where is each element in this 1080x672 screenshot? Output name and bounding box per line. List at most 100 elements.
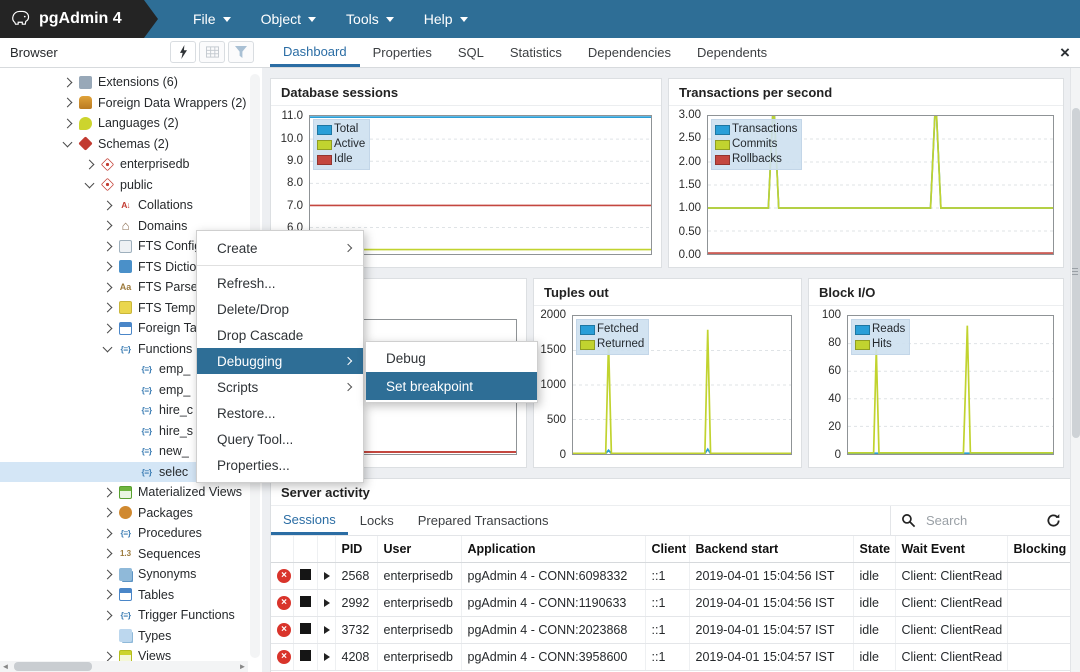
tree-item[interactable]: new_	[0, 441, 262, 462]
close-icon[interactable]: ×	[1060, 42, 1070, 62]
tree-item[interactable]: hire_s	[0, 421, 262, 442]
tree-item[interactable]: Packages	[0, 503, 262, 524]
context-menu-item[interactable]: Refresh...	[197, 270, 363, 296]
chevron-right-icon[interactable]	[102, 589, 113, 600]
chevron-right-icon[interactable]	[102, 569, 113, 580]
chevron-right-icon[interactable]	[102, 651, 113, 662]
tree-item[interactable]: hire_c	[0, 400, 262, 421]
chevron-right-icon[interactable]	[84, 159, 95, 170]
tree-item[interactable]: Schemas (2)	[0, 134, 262, 155]
menu-item-label: Debug	[386, 350, 426, 366]
menu-file[interactable]: File	[178, 0, 246, 38]
chevron-right-icon[interactable]	[102, 282, 113, 293]
chevron-right-icon[interactable]	[102, 261, 113, 272]
cell-client: ::1	[645, 616, 690, 644]
table-row[interactable]: × 2568 enterprisedb pgAdmin 4 - CONN:609833…	[271, 562, 1071, 590]
tree-item[interactable]: enterprisedb	[0, 154, 262, 175]
sa-tab-prepared-transactions[interactable]: Prepared Transactions	[417, 513, 549, 528]
scroll-right-arrow-icon[interactable]: ►	[238, 662, 247, 671]
tree-item[interactable]: Languages (2)	[0, 113, 262, 134]
scroll-left-arrow-icon[interactable]: ◄	[1, 662, 10, 671]
context-menu-item[interactable]: Drop Cascade	[197, 322, 363, 348]
tree-item[interactable]: Synonyms	[0, 564, 262, 585]
chevron-right-icon[interactable]	[62, 77, 73, 88]
terminate-session-icon[interactable]: ×	[277, 596, 291, 610]
refresh-icon[interactable]	[1046, 513, 1061, 528]
chevron-down-icon[interactable]	[84, 178, 95, 189]
tab-properties[interactable]: Properties	[372, 45, 432, 60]
chevron-right-icon[interactable]	[102, 323, 113, 334]
dashboard-vertical-scrollbar[interactable]	[1070, 68, 1080, 672]
tree-item[interactable]: Procedures	[0, 523, 262, 544]
chevron-right-icon[interactable]	[102, 487, 113, 498]
tree-item[interactable]: Domains	[0, 216, 262, 237]
cancel-query-icon[interactable]	[299, 623, 311, 634]
chevron-right-icon[interactable]	[102, 507, 113, 518]
chevron-down-icon[interactable]	[62, 137, 73, 148]
chevron-right-icon[interactable]	[102, 302, 113, 313]
view-data-grid-button[interactable]	[199, 41, 225, 63]
expand-row-icon[interactable]	[323, 599, 330, 607]
chevron-right-icon[interactable]	[62, 97, 73, 108]
cancel-query-icon[interactable]	[299, 596, 311, 607]
terminate-session-icon[interactable]: ×	[277, 650, 291, 664]
sa-tab-sessions[interactable]: Sessions	[271, 506, 348, 535]
sa-tab-locks[interactable]: Locks	[359, 513, 394, 528]
chevron-right-icon[interactable]	[102, 610, 113, 621]
tree-item[interactable]: Sequences	[0, 544, 262, 565]
menu-object[interactable]: Object	[246, 0, 331, 38]
tree-item[interactable]: Views	[0, 646, 262, 667]
tab-dependents[interactable]: Dependents	[697, 45, 768, 60]
tree-item[interactable]: Extensions (6)	[0, 72, 262, 93]
chevron-right-icon[interactable]	[102, 528, 113, 539]
table-row[interactable]: × 4208 enterprisedb pgAdmin 4 - CONN:395860…	[271, 643, 1071, 671]
tree-item[interactable]: Types	[0, 626, 262, 647]
tab-statistics[interactable]: Statistics	[509, 45, 562, 60]
cancel-query-icon[interactable]	[299, 569, 311, 580]
query-tool-lightning-button[interactable]	[170, 41, 196, 63]
chevron-right-icon[interactable]	[102, 241, 113, 252]
chevron-right-icon[interactable]	[102, 220, 113, 231]
table-row[interactable]: × 2992 enterprisedb pgAdmin 4 - CONN:119063…	[271, 589, 1071, 617]
tab-dependencies[interactable]: Dependencies	[587, 45, 672, 60]
tree-item[interactable]: Trigger Functions	[0, 605, 262, 626]
terminate-session-icon[interactable]: ×	[277, 623, 291, 637]
menu-help[interactable]: Help	[409, 0, 483, 38]
chevron-right-icon[interactable]	[102, 200, 113, 211]
tree-item[interactable]: emp_	[0, 359, 262, 380]
context-menu-item[interactable]: Query Tool...	[197, 426, 363, 452]
submenu-item[interactable]: Set breakpoint	[366, 372, 537, 400]
tree-horizontal-scrollbar[interactable]: ◄ ►	[0, 661, 248, 672]
filter-button[interactable]	[228, 41, 254, 63]
tree-item[interactable]: Foreign Data Wrappers (2)	[0, 93, 262, 114]
tree-item[interactable]: emp_	[0, 380, 262, 401]
expand-row-icon[interactable]	[323, 572, 330, 580]
expand-row-icon[interactable]	[323, 653, 330, 661]
tree-item[interactable]: Collations	[0, 195, 262, 216]
context-menu-item[interactable]: Debugging	[197, 348, 363, 374]
context-menu-item[interactable]: Create	[197, 235, 363, 261]
tree-item[interactable]: public	[0, 175, 262, 196]
tree-item[interactable]: Tables	[0, 585, 262, 606]
context-menu-item[interactable]: Scripts	[197, 374, 363, 400]
tree-item[interactable]: Materialized Views	[0, 482, 262, 503]
menu-tools[interactable]: Tools	[331, 0, 409, 38]
chevron-right-icon[interactable]	[62, 118, 73, 129]
table-row[interactable]: × 3732 enterprisedb pgAdmin 4 - CONN:202386…	[271, 616, 1071, 644]
context-menu-item[interactable]: Properties...	[197, 452, 363, 478]
tree-item[interactable]: Functions	[0, 339, 262, 360]
chevron-down-icon[interactable]	[102, 342, 113, 353]
submenu-item[interactable]: Debug	[366, 344, 537, 372]
terminate-session-icon[interactable]: ×	[277, 569, 291, 583]
chevron-right-icon[interactable]	[102, 548, 113, 559]
tab-sql[interactable]: SQL	[457, 45, 484, 60]
context-menu-item[interactable]: Restore...	[197, 400, 363, 426]
search-icon[interactable]	[901, 513, 916, 528]
cancel-query-icon[interactable]	[299, 650, 311, 661]
tab-dashboard[interactable]: Dashboard	[270, 38, 360, 67]
tree-item[interactable]: FTS Parsers	[0, 277, 262, 298]
search-input[interactable]	[926, 513, 1036, 528]
context-menu-item[interactable]: Delete/Drop	[197, 296, 363, 322]
expand-row-icon[interactable]	[323, 626, 330, 634]
tree-hscroll-thumb[interactable]	[14, 662, 92, 671]
